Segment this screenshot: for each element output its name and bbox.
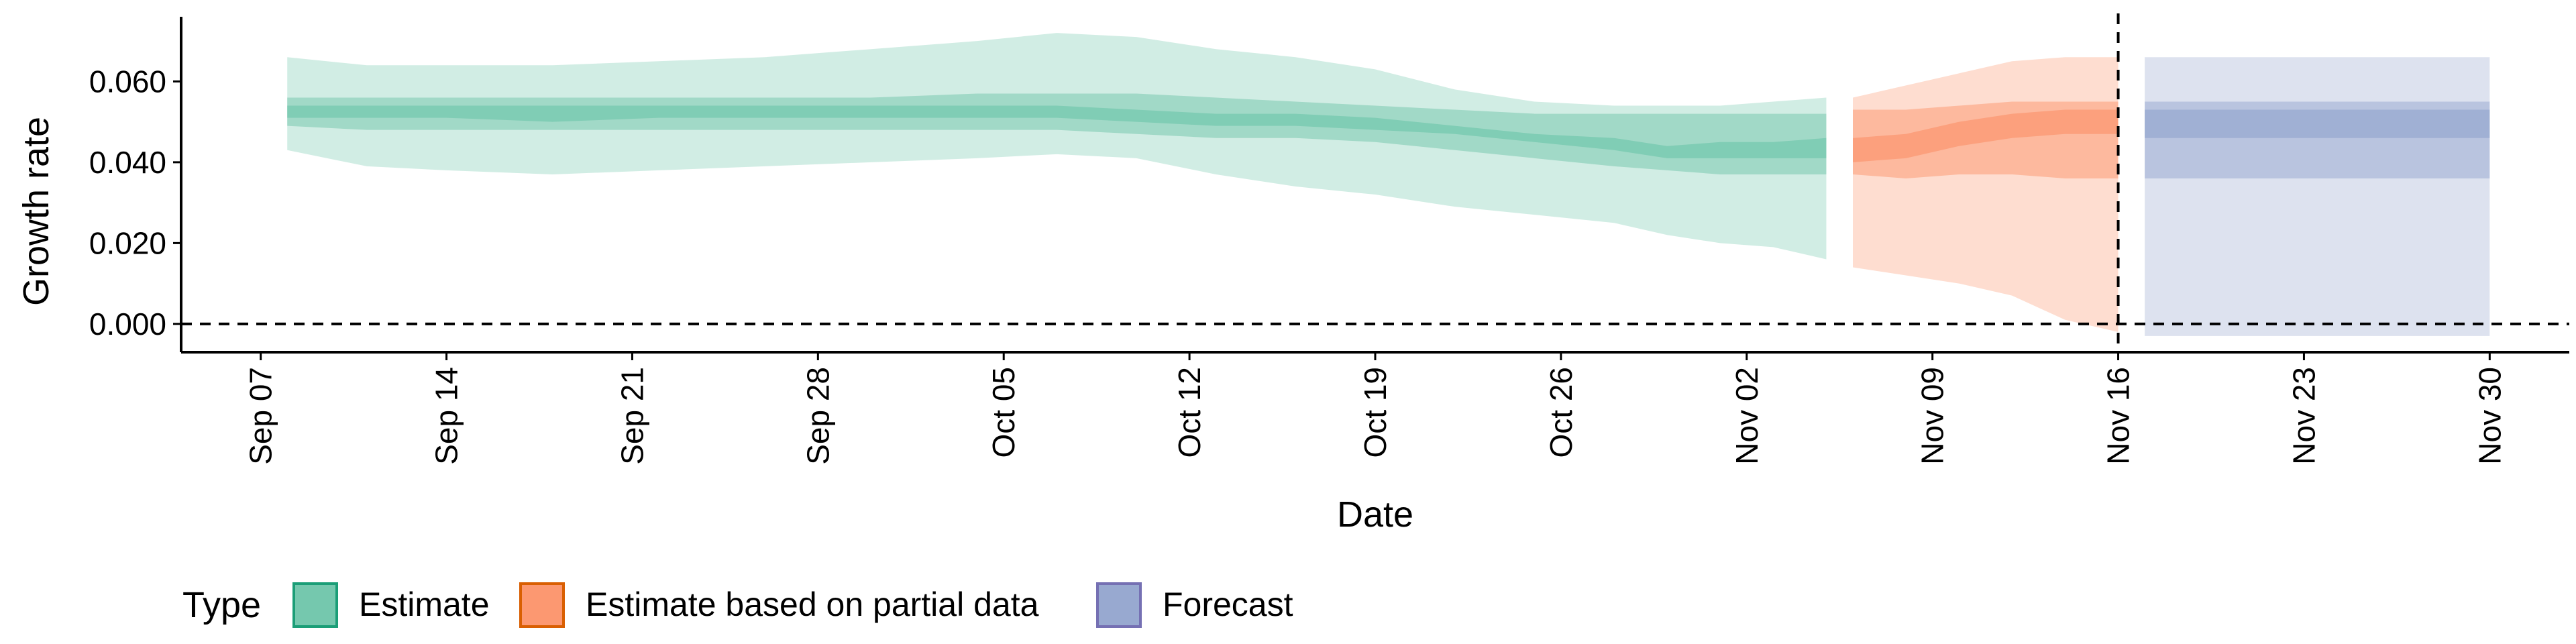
x-tick-label: Sep 28 [800, 367, 835, 465]
x-tick-label: Nov 16 [2101, 367, 2136, 465]
band-ci90-series-0 [287, 33, 1827, 260]
x-axis-title: Date [1337, 494, 1413, 535]
legend-label-0: Estimate [359, 586, 490, 623]
x-tick-label: Oct 12 [1172, 367, 1207, 458]
band-ci90-series-2 [2145, 57, 2490, 336]
legend-label-2: Forecast [1163, 586, 1293, 623]
x-tick-label: Sep 21 [614, 367, 649, 465]
y-tick-label: 0.020 [89, 225, 166, 260]
x-tick-label: Oct 19 [1358, 367, 1393, 458]
y-tick-label: 0.000 [89, 307, 166, 341]
legend-key-1 [519, 582, 565, 628]
x-tick-label: Nov 23 [2286, 367, 2321, 465]
x-tick-label: Oct 05 [986, 367, 1021, 458]
x-tick-label: Nov 02 [1729, 367, 1764, 465]
reference-lines [181, 13, 2569, 352]
legend: Type Estimate Estimate based on partial d… [182, 582, 1293, 628]
legend-key-0 [292, 582, 338, 628]
y-tick-label: 0.060 [89, 64, 166, 99]
x-tick-label: Sep 07 [244, 367, 278, 465]
x-tick-label: Sep 14 [429, 367, 464, 465]
legend-title: Type [182, 585, 261, 625]
legend-label-1: Estimate based on partial data [586, 586, 1039, 623]
legend-key-2 [1096, 582, 1142, 628]
band-ci90-series-1 [1853, 57, 2118, 332]
band-ci20-series-1 [1853, 109, 2118, 162]
band-ci20-series-0 [287, 105, 1827, 158]
x-tick-label: Oct 26 [1544, 367, 1578, 458]
ribbon-layer [287, 33, 2490, 336]
x-tick-label: Nov 30 [2472, 367, 2507, 465]
y-axis-title: Growth rate [16, 117, 56, 306]
band-ci20-series-2 [2145, 109, 2490, 138]
y-tick-label: 0.040 [89, 145, 166, 180]
axes: 0.000 0.020 0.040 0.060 Sep 07 Sep 14 Sep 21 Se… [89, 17, 2569, 465]
x-tick-label: Nov 09 [1915, 367, 1950, 465]
